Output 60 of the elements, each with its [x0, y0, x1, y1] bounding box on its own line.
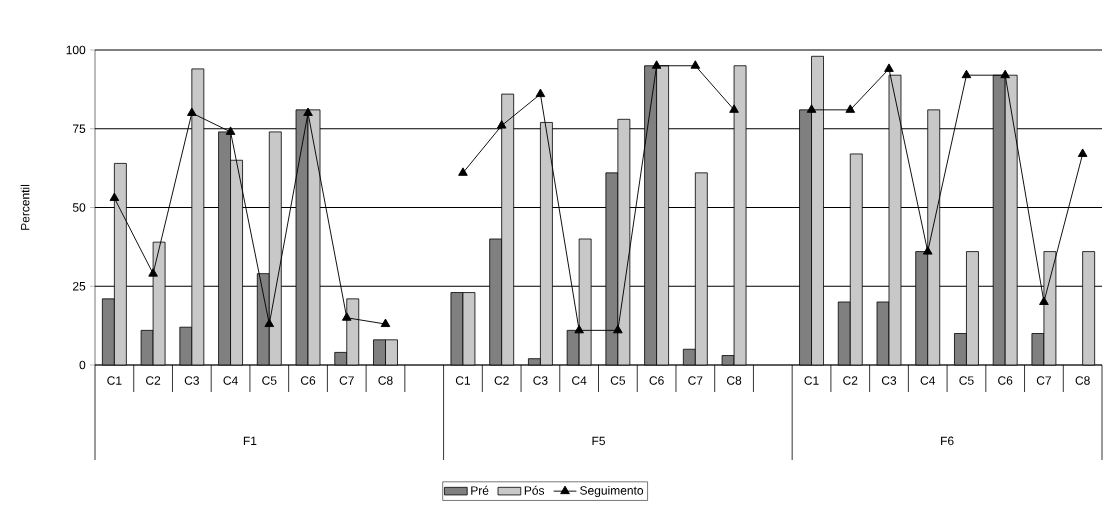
legend-label: Seguimento	[580, 485, 644, 498]
x-tick-label: C2	[843, 376, 858, 385]
x-tick-label: C4	[920, 376, 936, 385]
point	[845, 104, 856, 113]
x-tick-label: C3	[881, 376, 897, 385]
x-tick-label: C3	[184, 376, 199, 385]
point	[922, 246, 933, 255]
point	[303, 107, 313, 116]
point	[651, 60, 662, 69]
x-tick-label: C1	[455, 376, 471, 385]
x-tick-label: C6	[649, 376, 664, 385]
text: F6	[941, 436, 954, 446]
text: F1	[243, 436, 257, 445]
point	[109, 192, 120, 202]
y-axis-title: Percentil	[20, 184, 30, 230]
x-tick-label: C5	[959, 376, 974, 385]
x-tick-label: C6	[998, 376, 1013, 385]
legend-label: Pré	[471, 485, 489, 495]
y-tick-label: 100	[66, 45, 86, 55]
x-tick-label: C6	[300, 376, 316, 385]
y-tick-label: 75	[73, 124, 86, 133]
y-tick-label: 0	[79, 360, 86, 370]
text: F5	[592, 436, 606, 446]
point	[225, 126, 236, 135]
point	[380, 318, 391, 328]
x-tick-label: C8	[378, 376, 393, 385]
legend-label: Pós	[524, 485, 545, 495]
x-tick-label: C5	[262, 376, 277, 385]
point	[535, 88, 546, 98]
point	[729, 104, 739, 113]
point	[884, 63, 894, 72]
y-tick-label: 50	[72, 203, 86, 212]
x-tick-label: C7	[339, 376, 354, 385]
x-tick-label: C8	[1075, 376, 1090, 385]
point	[1077, 148, 1088, 157]
point	[341, 312, 352, 321]
point	[458, 167, 468, 176]
point	[690, 60, 701, 69]
point	[806, 104, 817, 113]
point	[187, 107, 197, 116]
x-tick-label: C1	[107, 376, 122, 385]
point	[264, 318, 275, 328]
x-tick-label: C3	[533, 376, 548, 385]
x-tick-label: C5	[610, 376, 626, 385]
point	[613, 324, 623, 334]
x-tick-label: C2	[146, 376, 161, 385]
point	[574, 324, 584, 334]
x-tick-label: C2	[494, 376, 509, 385]
x-tick-label: C4	[572, 376, 587, 385]
point	[961, 69, 972, 79]
x-tick-label: C1	[804, 376, 819, 385]
point	[496, 120, 507, 129]
y-tick-label: 25	[73, 281, 86, 291]
x-tick-label: C7	[1036, 376, 1051, 385]
point	[1000, 69, 1010, 79]
point	[148, 268, 158, 277]
x-tick-label: C8	[727, 376, 742, 385]
x-tick-label: C7	[688, 376, 703, 385]
x-tick-label: C4	[223, 376, 238, 385]
point	[1039, 296, 1049, 305]
